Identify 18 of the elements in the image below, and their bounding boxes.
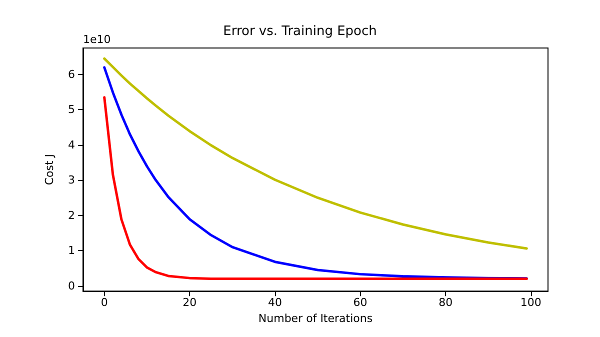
text: 1e10 xyxy=(83,33,111,46)
x-tick-label: 60 xyxy=(353,296,368,310)
y-tick-label: 0 xyxy=(68,279,75,292)
x-axis-title: Number of Iterations xyxy=(258,312,373,325)
y-axis-title: Cost J xyxy=(43,154,56,186)
y-tick-label: 6 xyxy=(68,68,75,81)
x-tick-label: 100 xyxy=(520,296,542,310)
y-tick-label: 1 xyxy=(68,244,75,258)
chart-title: Error vs. Training Epoch xyxy=(223,24,377,39)
x-tick-label: 0 xyxy=(100,296,108,310)
y-tick-label: 5 xyxy=(68,103,75,116)
line-series xyxy=(103,57,528,250)
x-tick-label: 80 xyxy=(438,296,453,310)
y-tick-label: 4 xyxy=(68,138,75,152)
x-tick-label: 40 xyxy=(268,296,282,310)
y-tick-label: 3 xyxy=(68,174,75,187)
y-tick-label: 2 xyxy=(68,208,75,222)
x-tick-label: 20 xyxy=(182,296,197,310)
